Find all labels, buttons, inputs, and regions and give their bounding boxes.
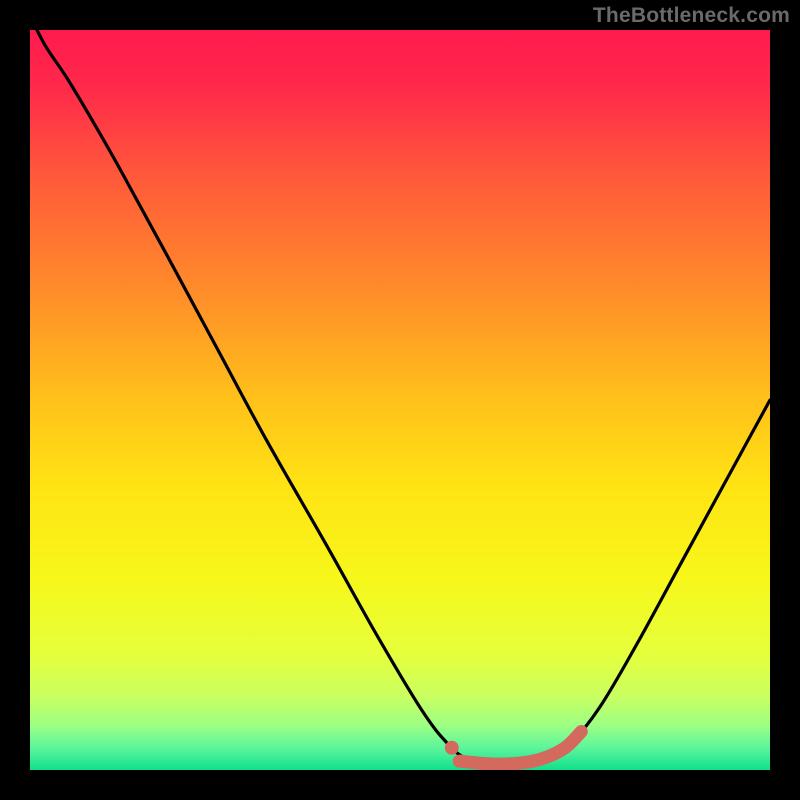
bottleneck-chart <box>0 0 800 800</box>
optimal-point-marker <box>445 741 459 755</box>
gradient-panel <box>30 30 770 770</box>
chart-stage: TheBottleneck.com <box>0 0 800 800</box>
